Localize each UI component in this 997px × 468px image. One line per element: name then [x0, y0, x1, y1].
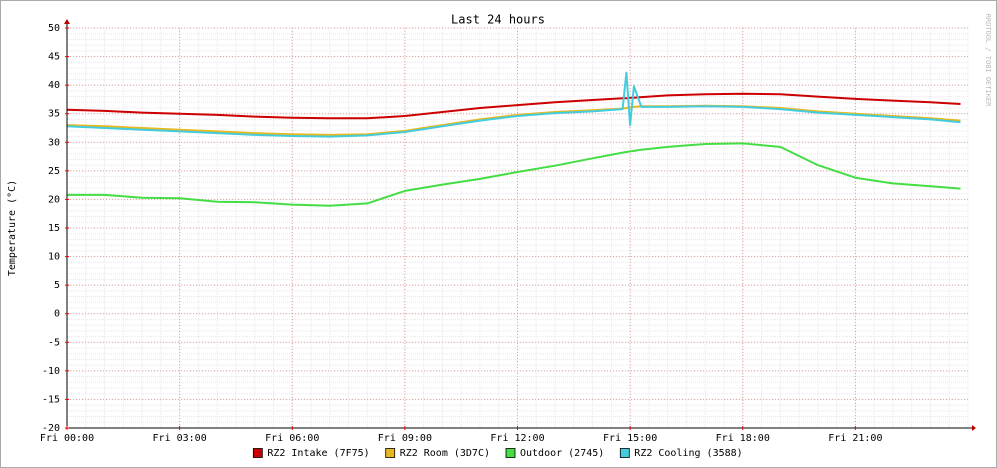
lines: [66, 71, 961, 207]
legend-label: Outdoor (2745): [520, 448, 604, 459]
legend-swatch: [385, 448, 396, 458]
chart-title: Last 24 hours: [451, 13, 545, 27]
y-tick-label: 50: [48, 23, 60, 34]
y-tick-label: 20: [48, 194, 60, 205]
y-tick-label: 0: [54, 309, 60, 320]
y-tick-label: -20: [42, 423, 60, 434]
series-line: [66, 71, 961, 138]
y-tick-label: 5: [54, 280, 60, 291]
y-tick-label: -15: [42, 394, 60, 405]
legend-swatch: [619, 448, 630, 458]
watermark: RRDTOOL / TOBI OETIKER: [984, 14, 992, 108]
y-tick-label: -10: [42, 366, 60, 377]
x-tick-label: Fri 21:00: [828, 433, 882, 444]
legend-label: RZ2 Cooling (3588): [634, 448, 742, 459]
y-tick-label: 10: [48, 252, 60, 263]
y-tick-label: 45: [48, 52, 60, 63]
y-tick-label: 35: [48, 109, 60, 120]
legend-swatch: [252, 448, 263, 458]
x-tick-label: Fri 15:00: [603, 433, 657, 444]
y-tick-label: 15: [48, 223, 60, 234]
legend-swatch: [505, 448, 516, 458]
grid: [66, 27, 969, 429]
x-tick-label: Fri 12:00: [490, 433, 544, 444]
y-axis-label: Temperature (°C): [7, 180, 18, 276]
x-tick-label: Fri 00:00: [40, 433, 94, 444]
x-arrow: [972, 425, 976, 431]
series-line: [66, 104, 961, 136]
y-tick-label: 30: [48, 137, 60, 148]
x-tick-label: Fri 03:00: [153, 433, 207, 444]
x-tick-label: Fri 18:00: [716, 433, 770, 444]
x-tick-label: Fri 06:00: [265, 433, 319, 444]
y-tick-label: 40: [48, 80, 60, 91]
legend: RZ2 Intake (7F75) RZ2 Room (3D7C) Outdoor …: [252, 448, 743, 459]
legend-label: RZ2 Intake (7F75): [267, 448, 369, 459]
series-line: [67, 142, 961, 207]
y-tick-label: 25: [48, 166, 60, 177]
y-arrow: [64, 19, 70, 24]
x-tick-label: Fri 09:00: [378, 433, 432, 444]
axes: -20 -15 -10 -5 0 5 10 15 20 25 30 35 40 45 50 Fri 00:00…: [40, 19, 976, 444]
y-tick-label: -5: [48, 337, 60, 348]
legend-label: RZ2 Room (3D7C): [400, 448, 490, 459]
series-line: [66, 92, 961, 120]
